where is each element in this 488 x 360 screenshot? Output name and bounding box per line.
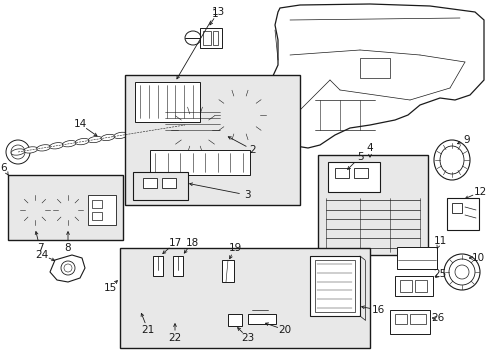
Bar <box>120 248 369 348</box>
Bar <box>446 198 478 230</box>
Bar <box>153 256 163 276</box>
Ellipse shape <box>152 126 166 132</box>
Ellipse shape <box>52 193 84 227</box>
Polygon shape <box>160 297 192 314</box>
Text: 1: 1 <box>211 9 218 19</box>
Text: 14: 14 <box>73 119 86 129</box>
Ellipse shape <box>88 136 102 143</box>
Bar <box>394 276 432 296</box>
Text: 13: 13 <box>211 7 224 17</box>
Ellipse shape <box>184 31 201 45</box>
Bar <box>394 314 406 324</box>
Bar <box>414 280 426 292</box>
Bar <box>142 178 157 188</box>
Text: 19: 19 <box>228 243 241 253</box>
Text: 16: 16 <box>370 305 384 315</box>
Ellipse shape <box>212 85 267 145</box>
Ellipse shape <box>75 139 89 145</box>
Bar <box>327 162 379 192</box>
Ellipse shape <box>114 132 127 139</box>
Text: 11: 11 <box>432 236 446 246</box>
Polygon shape <box>160 309 192 326</box>
Polygon shape <box>130 297 155 314</box>
Bar <box>389 310 429 334</box>
Bar <box>396 247 436 269</box>
Bar <box>451 203 461 213</box>
Ellipse shape <box>126 130 140 136</box>
Bar <box>213 31 218 45</box>
Bar <box>353 168 367 178</box>
Polygon shape <box>160 285 192 302</box>
Circle shape <box>175 115 195 135</box>
Bar <box>200 28 222 48</box>
Ellipse shape <box>37 145 51 151</box>
Polygon shape <box>155 97 229 140</box>
Ellipse shape <box>19 193 51 227</box>
Bar <box>88 195 116 225</box>
Bar <box>133 172 187 200</box>
Ellipse shape <box>62 140 76 147</box>
Text: 15: 15 <box>103 283 116 293</box>
Ellipse shape <box>178 122 191 128</box>
Bar <box>222 260 234 282</box>
Bar <box>150 150 249 175</box>
Ellipse shape <box>11 149 25 155</box>
Bar <box>247 314 275 324</box>
Text: 26: 26 <box>430 313 444 323</box>
Ellipse shape <box>433 140 469 180</box>
Bar <box>317 155 427 255</box>
Ellipse shape <box>169 102 221 158</box>
Bar <box>92 200 102 208</box>
Text: 2: 2 <box>249 145 256 155</box>
Ellipse shape <box>101 134 115 141</box>
Polygon shape <box>50 255 85 282</box>
Text: 3: 3 <box>243 190 250 200</box>
Ellipse shape <box>139 128 153 134</box>
Text: 20: 20 <box>278 325 291 335</box>
Ellipse shape <box>49 143 63 149</box>
Text: 18: 18 <box>185 238 198 248</box>
Ellipse shape <box>24 147 38 153</box>
Text: 22: 22 <box>168 333 181 343</box>
Text: 21: 21 <box>141 325 154 335</box>
Bar <box>8 175 123 240</box>
Text: 17: 17 <box>168 238 181 248</box>
Bar <box>309 256 359 316</box>
Bar <box>135 82 200 122</box>
Text: 24: 24 <box>35 250 48 260</box>
Text: 12: 12 <box>472 187 486 197</box>
Bar <box>314 260 354 312</box>
Bar <box>334 168 348 178</box>
Bar <box>359 58 389 78</box>
Ellipse shape <box>165 124 179 130</box>
Bar <box>173 256 183 276</box>
Text: 8: 8 <box>64 243 71 253</box>
Bar <box>399 280 411 292</box>
Text: 25: 25 <box>432 269 446 279</box>
Bar <box>227 314 242 326</box>
Text: 4: 4 <box>366 143 372 153</box>
Bar <box>162 178 176 188</box>
Bar <box>125 75 299 205</box>
Text: 6: 6 <box>0 163 7 173</box>
Bar <box>409 314 425 324</box>
Text: 10: 10 <box>470 253 484 263</box>
Polygon shape <box>130 285 155 302</box>
Text: 9: 9 <box>463 135 469 145</box>
Bar <box>203 31 210 45</box>
Ellipse shape <box>443 254 479 290</box>
Text: 5: 5 <box>356 152 363 162</box>
Circle shape <box>6 140 30 164</box>
Text: 7: 7 <box>37 243 43 253</box>
Text: 23: 23 <box>241 333 254 343</box>
Bar <box>92 212 102 220</box>
